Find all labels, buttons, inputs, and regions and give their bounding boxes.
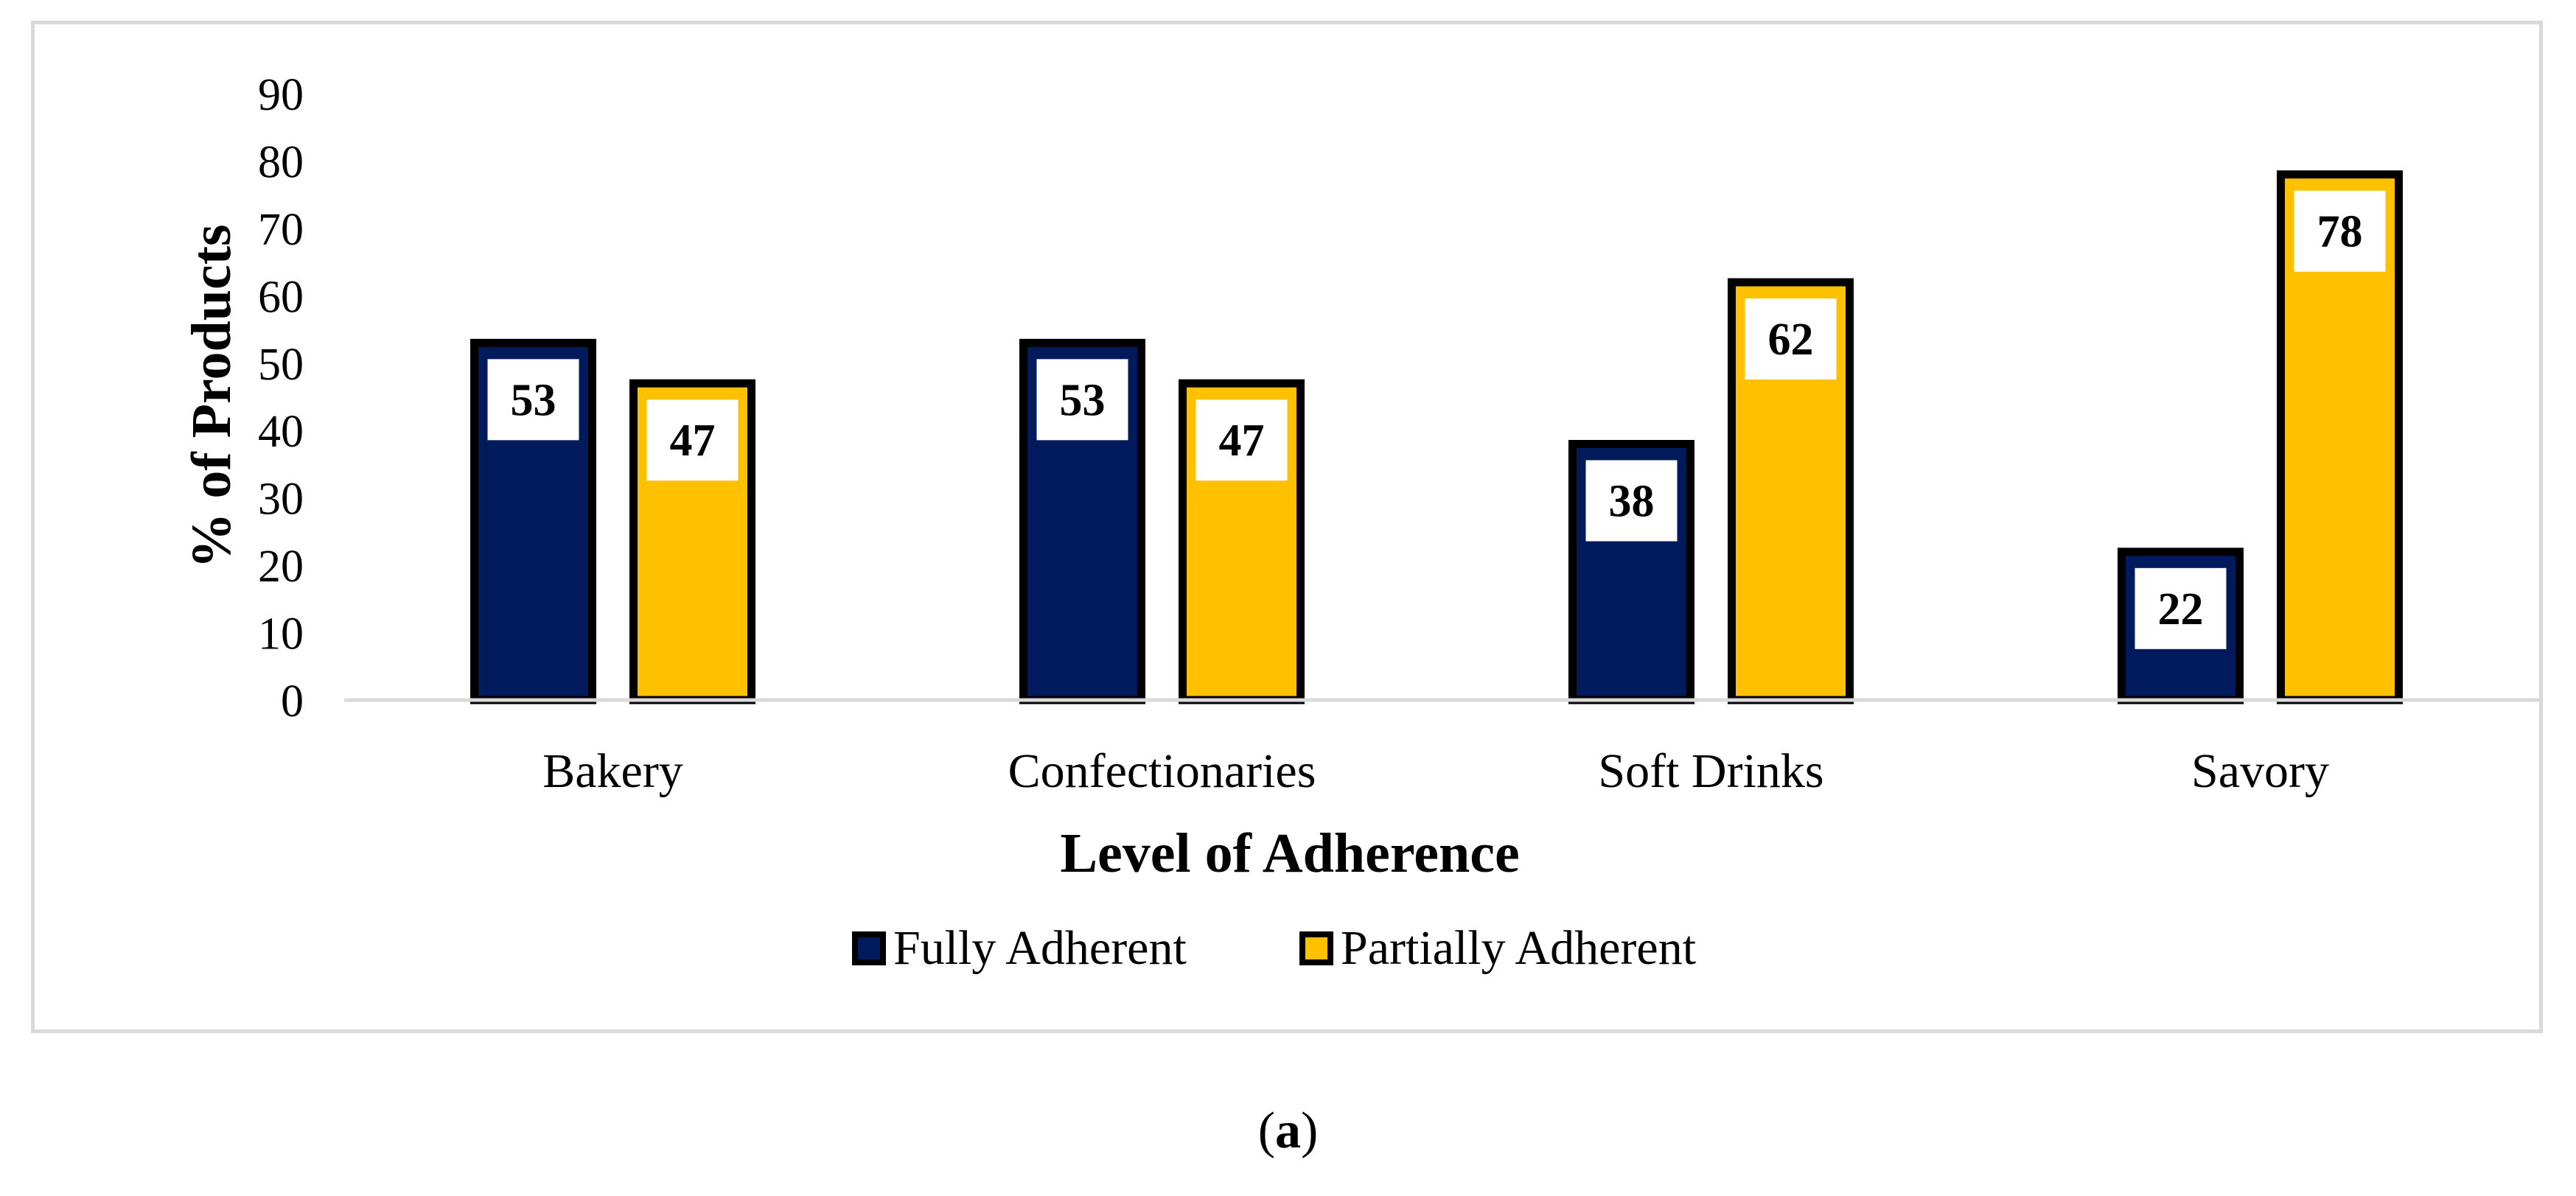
caption-close: )	[1301, 1102, 1319, 1159]
data-label-box	[487, 359, 579, 441]
y-tick-label: 50	[258, 340, 304, 390]
data-label-box	[1195, 399, 1288, 481]
data-label-box	[1036, 359, 1128, 441]
y-tick-label: 40	[258, 407, 304, 457]
y-tick-label: 80	[258, 137, 304, 187]
data-label: 47	[670, 416, 716, 466]
data-label-box	[1745, 298, 1837, 380]
caption-letter: a	[1275, 1102, 1301, 1159]
legend-label: Partially Adherent	[1341, 921, 1696, 975]
data-label: 78	[2317, 207, 2363, 257]
data-label: 47	[1219, 416, 1265, 466]
y-tick-label: 10	[258, 609, 304, 660]
data-label-box	[2135, 567, 2227, 649]
x-tick-label: Savory	[2191, 744, 2329, 798]
y-tick-label: 30	[258, 475, 304, 525]
x-tick-label: Soft Drinks	[1598, 744, 1823, 798]
x-axis-title: Level of Adherence	[1060, 822, 1519, 884]
data-label: 53	[1060, 375, 1106, 425]
x-axis-categories: Bakery Confectionaries Soft Drinks Savory	[542, 744, 2329, 798]
y-tick-label: 90	[258, 70, 304, 120]
y-tick-label: 60	[258, 272, 304, 322]
data-label: 38	[1609, 477, 1655, 527]
data-label-box	[2294, 190, 2386, 272]
y-tick-label: 20	[258, 542, 304, 592]
figure-caption: (a)	[0, 1102, 2576, 1161]
data-label: 22	[2158, 584, 2204, 634]
x-tick-label: Confectionaries	[1008, 744, 1316, 798]
legend: Fully Adherent Partially Adherent	[852, 921, 1696, 975]
legend-label: Fully Adherent	[893, 921, 1187, 975]
y-axis-ticks: 0 10 20 30 40 50 60 70 80 90	[258, 70, 304, 727]
bars: 53 47 53 47 38 62 22 78	[470, 170, 2403, 704]
y-tick-label: 0	[281, 676, 304, 727]
y-axis-title: % of Products	[181, 224, 242, 568]
data-label: 53	[511, 375, 556, 425]
legend-swatch-fully	[852, 931, 886, 965]
data-label: 62	[1768, 315, 1814, 365]
data-label-box	[646, 399, 739, 481]
bar-chart: 0 10 20 30 40 50 60 70 80 90 53 47 53 47 38 62 22 78 Bak…	[181, 70, 2541, 975]
x-tick-label: Bakery	[542, 744, 683, 798]
chart-frame: 0 10 20 30 40 50 60 70 80 90 53 47 53 47 38 62 22 78 Bak…	[31, 21, 2543, 1033]
caption-open: (	[1257, 1102, 1275, 1159]
y-tick-label: 70	[258, 205, 304, 255]
legend-swatch-partially	[1299, 931, 1333, 965]
data-label-box	[1585, 460, 1678, 542]
